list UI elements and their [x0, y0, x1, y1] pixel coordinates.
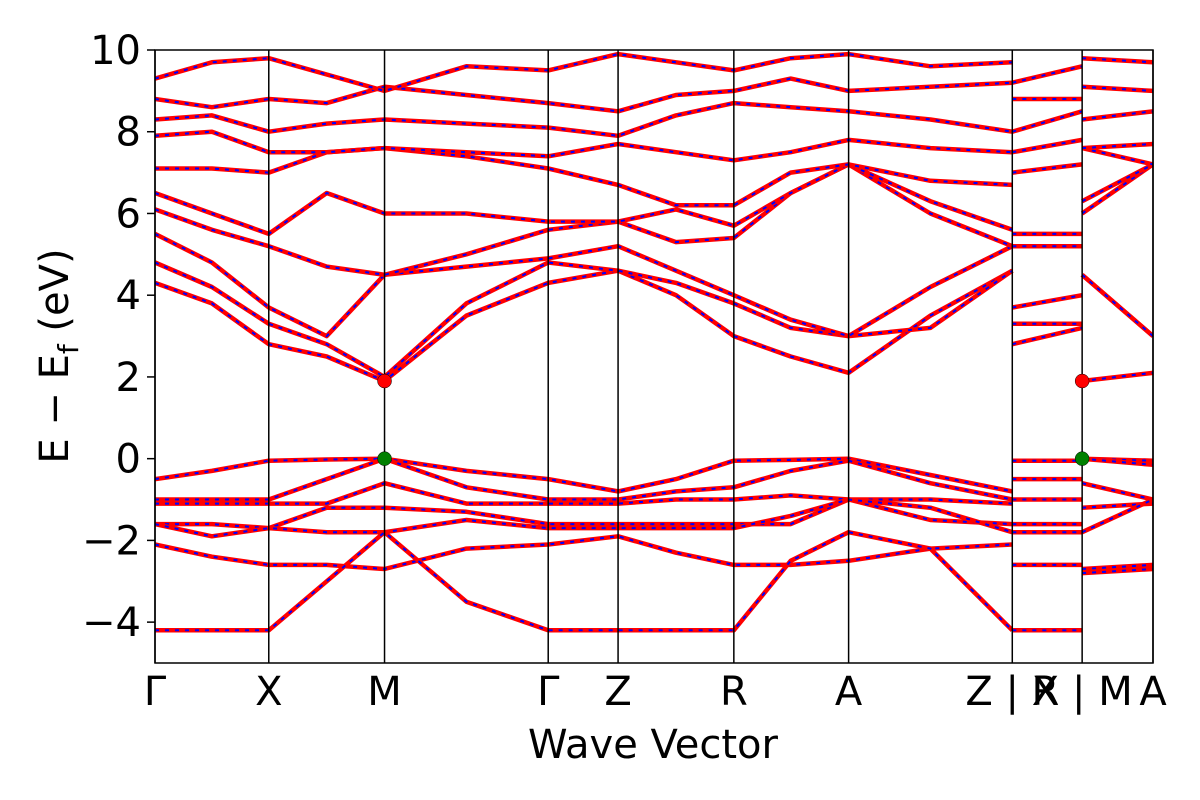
band-line-dashed — [155, 535, 1153, 571]
band-line — [155, 162, 1153, 278]
band-line — [155, 456, 1153, 502]
band-line-dashed — [155, 482, 1153, 505]
band-line-dashed — [155, 457, 1153, 501]
x-tick-label: R — [720, 669, 748, 715]
x-tick-label: A — [1139, 669, 1167, 715]
y-tick-label: 10 — [90, 28, 141, 74]
band-line — [155, 100, 1153, 139]
band-line-dashed — [155, 102, 1153, 137]
y-label-part: E − E — [32, 354, 78, 464]
band-line — [155, 129, 1153, 163]
y-tick-label: 0 — [116, 437, 141, 483]
x-tick-label: Γ — [144, 669, 167, 715]
x-tick-label: Z — [604, 669, 631, 715]
band-line-dashed — [155, 498, 1153, 538]
band-line-dashed — [155, 147, 1153, 207]
y-label-subscript: f — [52, 343, 85, 354]
band-line-dashed — [155, 53, 1153, 92]
band-line-dashed — [155, 269, 1153, 383]
band-line — [155, 76, 1153, 114]
y-tick-label: −2 — [82, 518, 141, 564]
y-tick-label: 2 — [116, 355, 141, 401]
band-edge-marker — [1074, 373, 1090, 389]
y-axis-label: E − Ef (eV) — [32, 248, 85, 463]
y-tick-label: 8 — [116, 110, 141, 156]
x-tick-label: M — [367, 669, 402, 715]
band-edge-marker — [377, 451, 392, 466]
y-tick-label: −4 — [82, 600, 141, 646]
y-tick-label: 6 — [116, 191, 141, 237]
band-line-dashed — [155, 130, 1153, 162]
x-axis-label: Wave Vector — [528, 722, 779, 768]
band-edge-marker — [1074, 451, 1090, 466]
band-line-dashed — [155, 163, 1153, 236]
x-tick-label: Z | X — [965, 669, 1059, 715]
x-tick-label: R | M — [1032, 669, 1133, 715]
x-tick-label: X — [255, 669, 282, 715]
plot-area — [155, 51, 1153, 633]
axes-frame — [154, 49, 1154, 664]
band-line-dashed — [155, 530, 1153, 632]
y-tick-label: 4 — [116, 273, 141, 319]
y-label-part: (eV) — [32, 248, 78, 344]
x-tick-label: Γ — [537, 669, 560, 715]
x-tick-label: A — [835, 669, 863, 715]
band-line — [155, 145, 1153, 208]
band-line-dashed — [155, 77, 1153, 113]
band-line — [155, 260, 1153, 380]
band-line-dashed — [155, 233, 1153, 338]
band-edge-marker — [377, 373, 392, 389]
